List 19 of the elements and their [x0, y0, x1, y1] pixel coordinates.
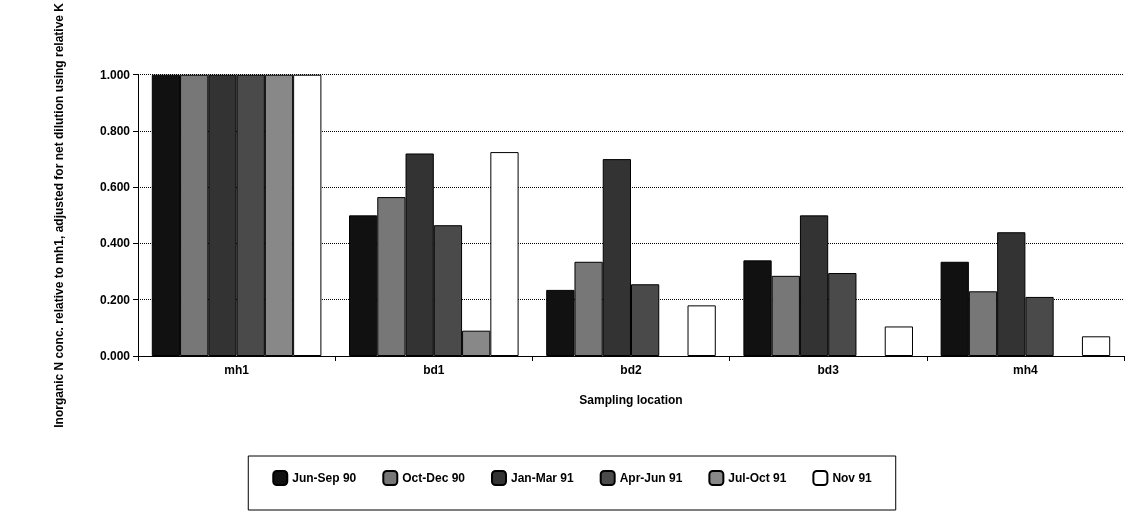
- legend-label: Nov 91: [832, 471, 873, 485]
- legend-label: Jul-Oct 91: [728, 471, 787, 485]
- x-axis-title: Sampling location: [579, 393, 683, 407]
- x-tick-label: bd1: [423, 363, 445, 377]
- x-tick-label: bd2: [620, 363, 642, 377]
- legend-label: Apr-Jun 91: [619, 471, 683, 485]
- x-tick-label: mh1: [224, 363, 250, 377]
- x-tick-label: bd3: [817, 363, 840, 377]
- y-tick-label: 0.200: [99, 292, 131, 307]
- y-tick-label: 0.400: [99, 236, 131, 251]
- y-tick-label: 0.600: [99, 180, 131, 195]
- x-tick-label: mh4: [1013, 363, 1039, 377]
- y-tick-label: 0.800: [99, 123, 131, 138]
- y-tick-label: 1.000: [99, 67, 131, 82]
- legend-label: Oct-Dec 90: [402, 471, 466, 485]
- legend-label: Jan-Mar 91: [510, 471, 575, 485]
- y-tick-label: 0.000: [99, 349, 131, 363]
- legend-label: Jun-Sep 90: [292, 471, 357, 485]
- y-axis-title: Inorganic N conc. relative to mh1, adjusted for net dilution using relative K: [51, 2, 66, 428]
